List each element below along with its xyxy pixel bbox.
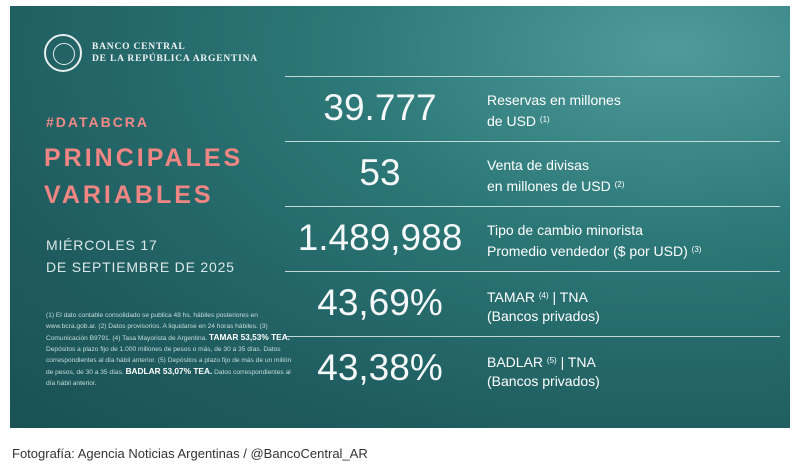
- title-line-2: VARIABLES: [44, 181, 214, 209]
- date-line-1: MIÉRCOLES 17: [46, 237, 158, 253]
- bcra-infographic-card: BANCO CENTRAL DE LA REPÚBLICA ARGENTINA …: [10, 6, 790, 428]
- bcra-seal-icon: [44, 34, 82, 72]
- date-line-2: DE SEPTIEMBRE DE 2025: [46, 259, 235, 275]
- variable-row-venta-divisas: 53 Venta de divisas en millones de USD (…: [285, 141, 780, 206]
- photo-caption: Fotografía: Agencia Noticias Argentinas …: [12, 446, 368, 461]
- variable-row-tamar: 43,69% TAMAR (4) | TNA (Bancos privados): [285, 271, 780, 336]
- variable-value: 43,38%: [317, 347, 443, 388]
- page-title: PRINCIPALES VARIABLES: [44, 140, 243, 214]
- variable-label: TAMAR (4) | TNA (Bancos privados): [487, 289, 600, 324]
- footnote-badlar: BADLAR 53,07% TEA.: [125, 366, 213, 376]
- variable-label: BADLAR (5) | TNA (Bancos privados): [487, 354, 600, 389]
- footnote-text-2: Depósitos a plazo fijo de 1.000 millones…: [46, 346, 292, 376]
- footnotes: (1) El dato contable consolidado se publ…: [46, 310, 296, 389]
- variable-label: Reservas en millones de USD (1): [487, 92, 621, 129]
- logo-line-2: DE LA REPÚBLICA ARGENTINA: [92, 54, 258, 64]
- variable-value: 39.777: [323, 87, 437, 128]
- variable-label: Tipo de cambio minorista Promedio vended…: [487, 222, 702, 259]
- variable-label: Venta de divisas en millones de USD (2): [487, 157, 625, 194]
- title-line-1: PRINCIPALES: [44, 144, 244, 172]
- variable-row-tipo-cambio: 1.489,988 Tipo de cambio minorista Prome…: [285, 206, 780, 271]
- date: MIÉRCOLES 17 DE SEPTIEMBRE DE 2025: [46, 234, 235, 278]
- hashtag: #DATABCRA: [46, 114, 150, 130]
- variable-row-reservas: 39.777 Reservas en millones de USD (1): [285, 76, 780, 141]
- footnote-text-3: Datos correspondientes al día hábil ante…: [46, 369, 291, 387]
- footnote-text-1: (1) El dato contable consolidado se publ…: [46, 312, 268, 342]
- variable-value: 53: [359, 152, 401, 193]
- variables-list: 39.777 Reservas en millones de USD (1) 5…: [285, 76, 780, 401]
- footnote-tamar: TAMAR 53,53% TEA.: [209, 332, 290, 342]
- variable-value: 1.489,988: [297, 217, 463, 258]
- logo-line-1: BANCO CENTRAL: [92, 42, 186, 52]
- variable-value: 43,69%: [317, 282, 443, 323]
- bcra-logo: BANCO CENTRAL DE LA REPÚBLICA ARGENTINA: [44, 34, 258, 72]
- variable-row-badlar: 43,38% BADLAR (5) | TNA (Bancos privados…: [285, 336, 780, 401]
